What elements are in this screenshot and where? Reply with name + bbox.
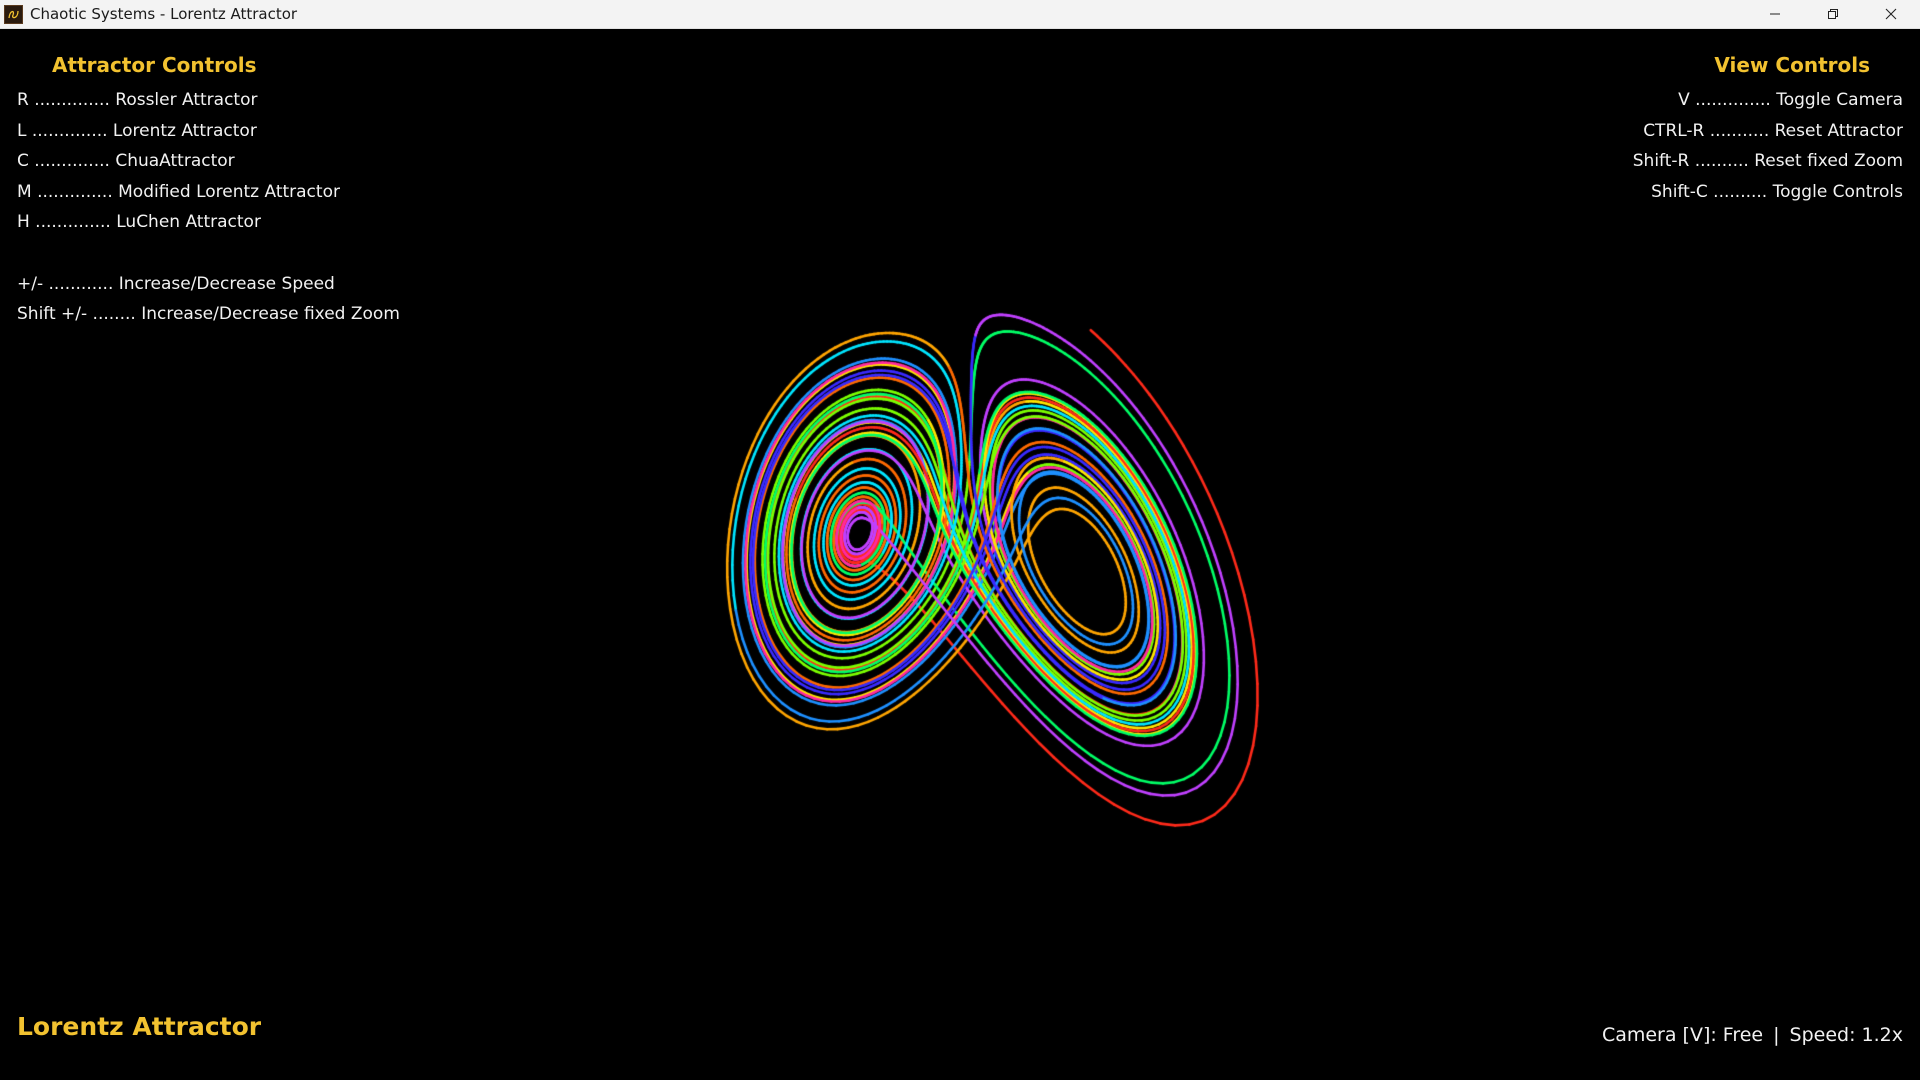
app-icon: [4, 4, 23, 24]
close-button[interactable]: [1862, 0, 1920, 29]
camera-status: Camera [V]: Free: [1601, 1024, 1764, 1046]
minimize-icon: [1770, 13, 1780, 15]
control-speed: +/- ............ Increase/Decrease Speed: [17, 273, 335, 294]
lorentz-attractor-visualization: [0, 29, 1920, 1080]
control-modified-lorentz: M .............. Modified Lorentz Attrac…: [17, 181, 340, 202]
close-icon: [1885, 8, 1897, 20]
current-attractor-label: Lorentz Attractor: [17, 1012, 262, 1041]
control-luchen: H .............. LuChen Attractor: [17, 212, 261, 233]
control-lorentz: L .............. Lorentz Attractor: [17, 120, 257, 141]
speed-status: Speed: 1.2x: [1789, 1024, 1903, 1046]
window-title: Chaotic Systems - Lorentz Attractor: [30, 5, 298, 23]
control-toggle-controls: Shift-C .......... Toggle Controls: [1651, 181, 1903, 202]
minimize-button[interactable]: [1746, 0, 1804, 29]
controls-spacer: [17, 238, 400, 269]
control-reset-attractor: CTRL-R ........... Reset Attractor: [1643, 120, 1903, 141]
attractor-controls-panel: Attractor Controls R .............. Ross…: [17, 51, 400, 330]
window-titlebar: Chaotic Systems - Lorentz Attractor: [0, 0, 1920, 29]
view-controls-panel: View Controls V .............. Toggle Ca…: [1633, 51, 1903, 207]
view-controls-heading: View Controls: [1714, 53, 1870, 77]
control-chua: C .............. ChuaAttractor: [17, 151, 235, 172]
restore-button[interactable]: [1804, 0, 1862, 29]
attractor-controls-heading: Attractor Controls: [52, 53, 257, 77]
window-controls: [1746, 0, 1920, 29]
status-bar: Camera [V]: Free | Speed: 1.2x: [1602, 1024, 1903, 1046]
status-separator: |: [1773, 1024, 1780, 1046]
control-rossler: R .............. Rossler Attractor: [17, 90, 258, 110]
control-zoom: Shift +/- ........ Increase/Decrease fix…: [17, 304, 400, 325]
render-viewport[interactable]: Attractor Controls R .............. Ross…: [0, 29, 1920, 1080]
control-reset-zoom: Shift-R .......... Reset fixed Zoom: [1632, 151, 1903, 172]
restore-icon: [1828, 9, 1838, 19]
control-toggle-camera: V .............. Toggle Camera: [1678, 90, 1903, 110]
